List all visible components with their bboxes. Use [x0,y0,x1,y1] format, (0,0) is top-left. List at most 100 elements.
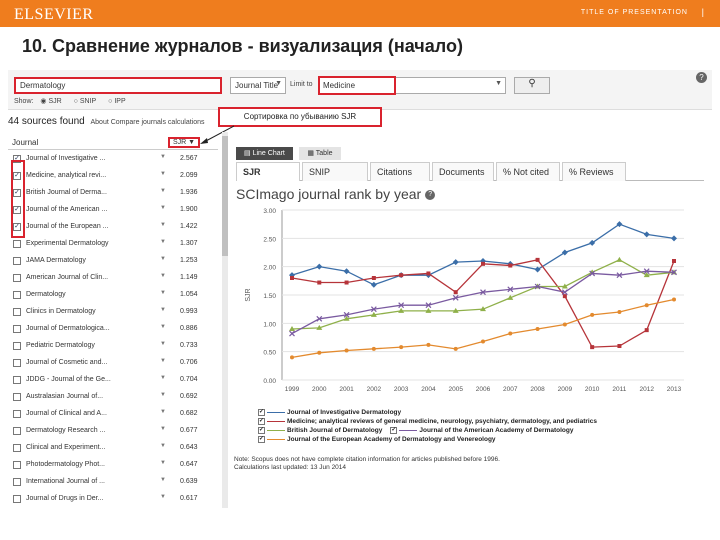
journal-name-link[interactable]: Journal of Dermatologica... [26,325,110,332]
chevron-down-icon[interactable]: ▼ [160,494,166,500]
journal-name-link[interactable]: British Journal of Derma... [26,189,107,196]
journal-checkbox[interactable]: ✓ [13,206,21,214]
list-item[interactable]: Australasian Journal of... ▼ 0.692 [8,389,220,406]
radio-ipp[interactable]: ○ IPP [108,98,126,105]
chevron-down-icon[interactable]: ▼ [160,256,166,262]
chevron-down-icon[interactable]: ▼ [160,341,166,347]
journal-checkbox[interactable] [13,308,21,316]
journal-name-link[interactable]: JDDG - Journal of the Ge... [26,376,111,383]
journal-name-link[interactable]: Dermatology Research ... [26,427,106,434]
search-button[interactable]: ⚲ [514,77,550,94]
list-item[interactable]: Journal of Clinical and A... ▼ 0.682 [8,406,220,423]
list-item[interactable]: Dermatology ▼ 1.054 [8,287,220,304]
chevron-down-icon[interactable]: ▼ [160,154,166,160]
journal-name-link[interactable]: Clinical and Experiment... [26,444,106,451]
journal-checkbox[interactable] [13,461,21,469]
chevron-down-icon[interactable]: ▼ [160,273,166,279]
list-item[interactable]: Pediatric Dermatology ▼ 0.733 [8,338,220,355]
help-icon[interactable]: ? [696,72,707,83]
sjr-sort-dropdown[interactable]: SJR ▼ [168,137,201,148]
journal-name-link[interactable]: American Journal of Clin... [26,274,109,281]
chevron-down-icon[interactable]: ▼ [160,409,166,415]
journal-checkbox[interactable] [13,376,21,384]
legend-checkbox[interactable]: ✓ [258,426,265,434]
list-item[interactable]: Photodermatology Phot... ▼ 0.647 [8,457,220,474]
list-item[interactable]: International Journal of ... ▼ 0.639 [8,474,220,491]
journal-name-link[interactable]: Pediatric Dermatology [26,342,95,349]
chevron-down-icon[interactable]: ▼ [160,460,166,466]
chevron-down-icon[interactable]: ▼ [160,477,166,483]
list-item[interactable]: ✓ Medicine, analytical revi... ▼ 2.099 [8,168,220,185]
journal-name-link[interactable]: Medicine, analytical revi... [26,172,107,179]
chevron-down-icon[interactable]: ▼ [160,375,166,381]
journal-checkbox[interactable] [13,257,21,265]
chevron-down-icon[interactable]: ▼ [160,358,166,364]
list-item[interactable]: JAMA Dermatology ▼ 1.253 [8,253,220,270]
tab-table[interactable]: ▦ Table [299,147,341,160]
journal-checkbox[interactable]: ✓ [13,172,21,180]
list-item[interactable]: ✓ Journal of the American ... ▼ 1.900 [8,202,220,219]
journal-checkbox[interactable] [13,495,21,503]
list-item[interactable]: Clinical and Experiment... ▼ 0.643 [8,440,220,457]
journal-checkbox[interactable] [13,410,21,418]
journal-name-link[interactable]: Australasian Journal of... [26,393,104,400]
legend-checkbox[interactable]: ✓ [258,408,265,416]
chevron-down-icon[interactable]: ▼ [160,205,166,211]
journal-checkbox[interactable] [13,427,21,435]
subject-area-select[interactable]: Medicine ▼ [318,77,506,94]
journal-checkbox[interactable]: ✓ [13,189,21,197]
search-type-select[interactable]: Journal Title ▼ [230,77,286,94]
chevron-down-icon[interactable]: ▼ [160,239,166,245]
journal-checkbox[interactable] [13,291,21,299]
list-item[interactable]: ✓ Journal of Investigative ... ▼ 2.567 [8,151,220,168]
journal-checkbox[interactable] [13,342,21,350]
chevron-down-icon[interactable]: ▼ [160,290,166,296]
journal-name-link[interactable]: Experimental Dermatology [26,240,109,247]
tab-snip[interactable]: SNIP [302,162,368,181]
journal-checkbox[interactable] [13,478,21,486]
journal-checkbox[interactable] [13,240,21,248]
journal-name-link[interactable]: Journal of the American ... [26,206,108,213]
list-item[interactable]: Experimental Dermatology ▼ 1.307 [8,236,220,253]
tab-line-chart[interactable]: ▤ Line Chart [236,147,293,160]
chevron-down-icon[interactable]: ▼ [160,426,166,432]
journal-name-link[interactable]: Clinics in Dermatology [26,308,96,315]
journal-name-link[interactable]: Journal of Drugs in Der... [26,495,104,502]
tab-citations[interactable]: Citations [370,162,430,181]
list-item[interactable]: Clinics in Dermatology ▼ 0.993 [8,304,220,321]
journal-checkbox[interactable] [13,393,21,401]
journal-name-link[interactable]: Dermatology [26,291,66,298]
radio-sjr[interactable]: ◉ SJR [40,98,62,105]
legend-checkbox[interactable]: ✓ [258,435,265,443]
chevron-down-icon[interactable]: ▼ [160,188,166,194]
journal-list-scrollbar[interactable] [222,132,228,508]
list-item[interactable]: Journal of Cosmetic and... ▼ 0.706 [8,355,220,372]
journal-checkbox[interactable] [13,274,21,282]
help-icon[interactable]: ? [425,190,436,201]
tab-reviews[interactable]: % Reviews [562,162,626,181]
list-item[interactable]: Journal of Dermatologica... ▼ 0.886 [8,321,220,338]
list-item[interactable]: Dermatology Research ... ▼ 0.677 [8,423,220,440]
journal-search-input[interactable]: Dermatology [14,77,222,94]
list-item[interactable]: JDDG - Journal of the Ge... ▼ 0.704 [8,372,220,389]
journal-name-link[interactable]: International Journal of ... [26,478,105,485]
legend-checkbox[interactable]: ✓ [258,417,265,425]
chevron-down-icon[interactable]: ▼ [160,443,166,449]
journal-checkbox[interactable] [13,444,21,452]
chevron-down-icon[interactable]: ▼ [160,171,166,177]
radio-snip[interactable]: ○ SNIP [73,98,97,105]
journal-name-link[interactable]: JAMA Dermatology [26,257,86,264]
journal-checkbox[interactable]: ✓ [13,155,21,163]
legend-checkbox[interactable]: ✓ [390,426,398,434]
tab-not-cited[interactable]: % Not cited [496,162,560,181]
journal-name-link[interactable]: Journal of Cosmetic and... [26,359,108,366]
list-item[interactable]: ✓ British Journal of Derma... ▼ 1.936 [8,185,220,202]
journal-name-link[interactable]: Photodermatology Phot... [26,461,105,468]
journal-name-link[interactable]: Journal of Investigative ... [26,155,106,162]
journal-checkbox[interactable]: ✓ [13,223,21,231]
journal-name-link[interactable]: Journal of the European ... [26,223,109,230]
journal-name-link[interactable]: Journal of Clinical and A... [26,410,107,417]
tab-sjr[interactable]: SJR [236,162,300,181]
list-item[interactable]: ✓ Journal of the European ... ▼ 1.422 [8,219,220,236]
list-item[interactable]: American Journal of Clin... ▼ 1.149 [8,270,220,287]
